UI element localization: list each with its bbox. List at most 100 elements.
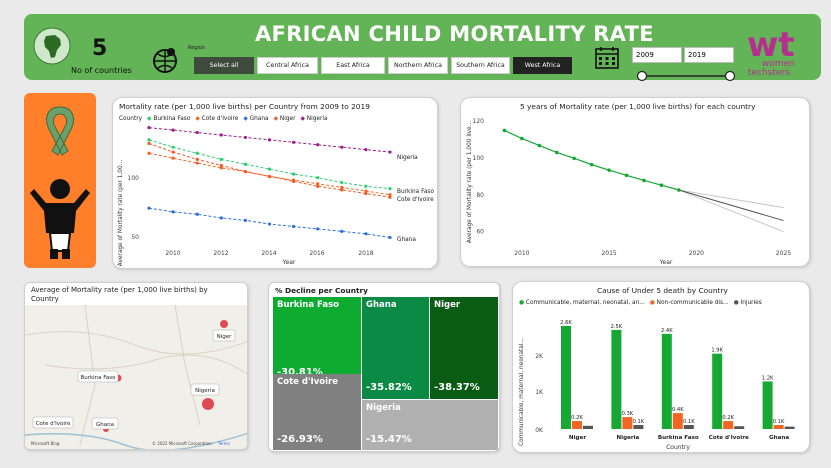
map-bubble-niger[interactable] [220, 320, 228, 328]
legend-item-niger[interactable]: ◆ Niger [273, 116, 296, 122]
treemap-tile-cote[interactable]: Cote d'Ivoire -26.93% [273, 374, 361, 450]
cause-chart-xlabel: Country [666, 444, 690, 451]
region-east-africa-button[interactable]: East Africa [321, 57, 385, 74]
forecast-point [502, 128, 507, 133]
forecast-xtick: 2025 [776, 250, 791, 257]
line-point [195, 151, 199, 155]
line-point [171, 128, 175, 132]
line-point [219, 166, 223, 170]
year-slider[interactable] [636, 67, 736, 82]
bar-category-label: Cote d'Ivoire [709, 435, 749, 441]
line-point [267, 138, 272, 142]
bar-value-label: 0.4K [672, 407, 684, 413]
region-northern-africa-button[interactable]: Northern Africa [388, 57, 448, 74]
forecast-xtick: 2010 [514, 250, 529, 257]
line-point [195, 157, 199, 161]
line-point [292, 179, 296, 183]
end-label-cote: Cote d'Ivoire [397, 197, 434, 203]
svg-text:wt: wt [747, 25, 795, 65]
forecast-point [554, 150, 559, 155]
africa-globe-icon [33, 27, 71, 65]
bar [734, 426, 745, 429]
region-label: Region [188, 45, 206, 51]
region-southern-africa-button[interactable]: Southern Africa [451, 57, 510, 74]
forecast-actual-line [504, 129, 680, 191]
line-point [364, 191, 368, 196]
region-select-all-button[interactable]: Select all [194, 57, 254, 74]
cause-ytick: 1K [535, 389, 544, 396]
forecast-ytick: 100 [473, 155, 485, 162]
line-point [195, 161, 199, 165]
bar-category-label: Ghana [769, 435, 789, 441]
bar-value-label: 0.2K [722, 415, 734, 421]
bar [661, 333, 672, 429]
legend-item-burkina[interactable]: ◆ Burkina Faso [147, 116, 191, 122]
bar [583, 425, 593, 429]
line-point [171, 145, 175, 149]
year-slider-start-handle[interactable] [636, 70, 648, 82]
bar-category-label: Burkina Faso [658, 435, 699, 441]
cause-chart-title: Cause of Under 5 death by Country [597, 286, 728, 295]
line-point [388, 150, 392, 154]
forecast-point [537, 143, 542, 148]
awareness-ribbon-icon [46, 106, 74, 156]
year-start-input[interactable]: 2009 [632, 47, 682, 63]
legend-item-communicable[interactable]: ● Communicable, maternal, neonatal, an..… [519, 300, 645, 306]
forecast-point [642, 178, 646, 183]
bar-category-label: Niger [569, 435, 586, 441]
line-chart-xlabel: Year [282, 259, 296, 266]
map-bubble-nigeria[interactable] [202, 398, 214, 410]
cause-ytick: 0K [535, 427, 544, 434]
line-point [243, 169, 247, 174]
bar [672, 413, 683, 429]
treemap-tile-ghana[interactable]: Ghana -35.82% [362, 297, 429, 399]
year-end-input[interactable]: 2019 [684, 47, 734, 63]
map-canvas[interactable]: Niger Burkina Faso Nigeria Cote d'Ivoire… [25, 305, 248, 450]
bar [712, 353, 723, 429]
line-chart-xtick: 2016 [309, 250, 324, 257]
treemap-tile-nigeria[interactable]: Nigeria -15.47% [362, 400, 498, 450]
line-chart-xtick: 2010 [165, 250, 180, 257]
line-point [147, 126, 151, 130]
forecast-point [659, 183, 664, 188]
treemap-tile-niger[interactable]: Niger -38.37% [430, 297, 498, 399]
bar [683, 425, 694, 429]
legend-item-injuries[interactable]: ● Injuries [733, 300, 762, 306]
country-count-value: 5 [92, 36, 108, 61]
legend-item-cote[interactable]: ◆ Cote d'Ivoire [195, 116, 239, 122]
line-point [340, 229, 344, 233]
line-point [219, 133, 223, 137]
line-point [316, 176, 320, 180]
treemap-panel: % Decline per Country Burkina Faso -30.8… [268, 282, 500, 452]
map-terms-link: Terms [217, 441, 230, 446]
forecast-chart-panel: 5 years of Mortality rate (per 1,000 liv… [460, 97, 810, 267]
line-point [364, 184, 368, 188]
region-west-africa-button[interactable]: West Africa [513, 57, 572, 74]
cause-chart-ylabel: Communicable, maternal, neonatal... [519, 338, 525, 446]
region-central-africa-button[interactable]: Central Africa [257, 57, 318, 74]
legend-item-ghana[interactable]: ◆ Ghana [243, 116, 269, 122]
line-point [219, 157, 223, 161]
country-count-label: No of countries [71, 66, 132, 75]
line-point [243, 162, 247, 166]
forecast-chart-xlabel: Year [659, 259, 673, 266]
bar [773, 425, 784, 429]
map-label-burkina: Burkina Faso [80, 375, 116, 381]
legend-item-nigeria[interactable]: ◆ Nigeria [300, 116, 328, 122]
line-point [171, 210, 175, 214]
mortality-line-chart-panel: Mortality rate (per 1,000 live births) p… [112, 97, 438, 269]
bar-value-label: 2.4K [661, 328, 673, 334]
year-slider-end-handle[interactable] [724, 70, 736, 82]
line-point [340, 180, 344, 185]
treemap-tile-burkina[interactable]: Burkina Faso -30.81% [273, 297, 361, 383]
bar [572, 421, 582, 429]
line-point [219, 163, 223, 168]
cause-ytick: 2K [535, 353, 544, 360]
line-point [147, 138, 151, 142]
forecast-line [678, 189, 784, 222]
line-point [316, 182, 320, 186]
line-point [243, 218, 247, 222]
legend-item-noncommunicable[interactable]: ● Non-communicable dis... [649, 300, 729, 306]
bar-category-label: Nigeria [616, 435, 639, 441]
line-point [388, 193, 392, 197]
